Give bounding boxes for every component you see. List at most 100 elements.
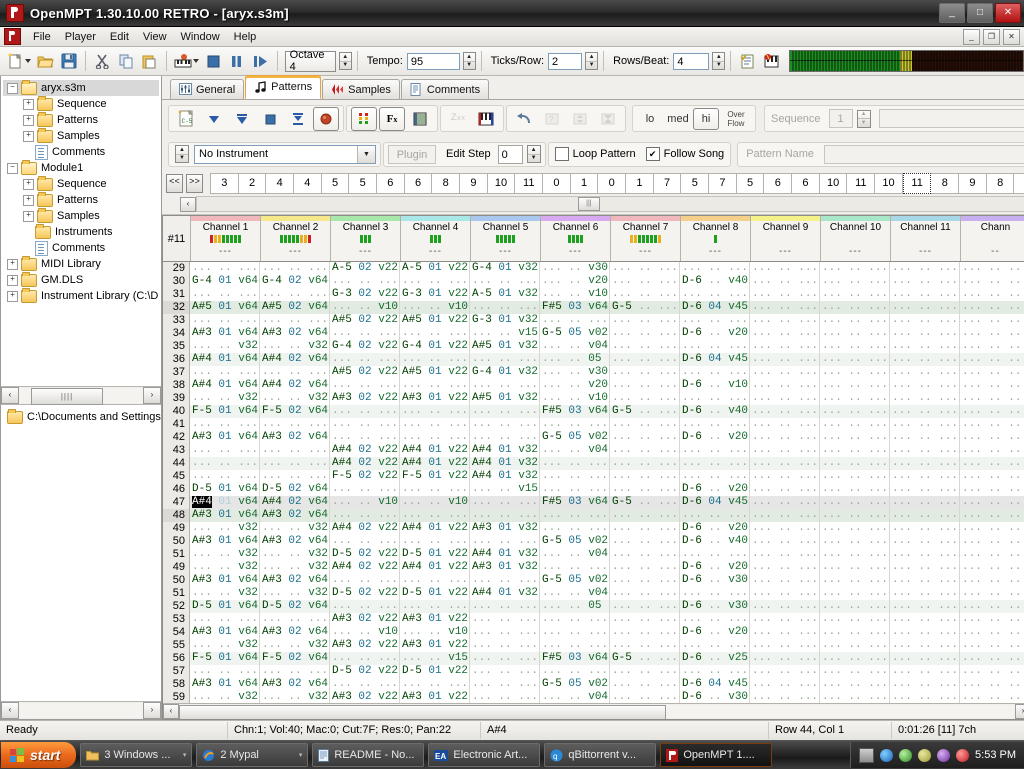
pattern-cell[interactable]: A#3 01 v64 ... [192, 535, 260, 548]
pattern-row[interactable]: 46D-5 01 v64 ...D-5 02 v64 ...... .. ...… [163, 483, 1024, 496]
pattern-cell[interactable]: A#3 02 v64 ... [262, 574, 330, 587]
pattern-row[interactable]: 59... .. v32 ...... .. v32 ...A#3 02 v22… [163, 691, 1024, 703]
pattern-cell[interactable]: ... .. ... ... [612, 444, 680, 457]
pattern-cell[interactable]: ... .. ... ... [472, 678, 540, 691]
pattern-cell[interactable]: ... .. ... ... [472, 639, 540, 652]
vu-meters-toggle-icon[interactable] [351, 106, 377, 131]
sequence-number-input[interactable]: 1 [828, 109, 853, 128]
pattern-cell[interactable]: ... .. ... ... [822, 587, 890, 600]
order-scroll-track[interactable]: ||| [196, 196, 1024, 212]
tab-comments[interactable]: Comments [400, 79, 490, 99]
pattern-cell[interactable]: ... .. ... ... [752, 652, 820, 665]
folder-tree[interactable]: C:\Documents and Settings [1, 404, 161, 701]
pattern-cell[interactable]: ... .. v32 ... [192, 639, 260, 652]
folder-tree-scrollbar[interactable]: ‹ › [1, 701, 161, 719]
pattern-hscroll-right[interactable]: › [1015, 704, 1024, 719]
pattern-grid[interactable]: #11 Channel 1 --- Channel 2 --- Channel 3 ---… [163, 216, 1024, 719]
pattern-cell[interactable]: ... .. ... ... [612, 548, 680, 561]
pattern-cell[interactable]: ... .. ... ... [960, 652, 1024, 665]
pattern-cell[interactable]: A#4 02 v22 ... [332, 457, 400, 470]
tree-item-samples[interactable]: + Samples [3, 207, 159, 224]
pattern-cell[interactable]: ... .. ... ... [752, 587, 820, 600]
pattern-cell[interactable]: D-6 .. v25 ... [682, 652, 750, 665]
channel-header[interactable]: Channel 4 --- [401, 216, 471, 261]
pattern-cell[interactable]: ... .. ... ... [472, 496, 540, 509]
pattern-cell[interactable]: ... .. ... ... [752, 392, 820, 405]
pattern-cursor-cell[interactable]: A#4 [192, 496, 212, 508]
copy-icon[interactable] [115, 49, 137, 73]
pattern-cell[interactable]: ... .. ... ... [822, 366, 890, 379]
pattern-cell[interactable]: F#5 03 v64 ... [542, 652, 610, 665]
pattern-cell[interactable]: ... .. ... ... [960, 262, 1024, 275]
chevron-down-icon[interactable]: ▼ [357, 145, 375, 163]
pattern-cell[interactable]: ... .. v32 ... [192, 691, 260, 703]
ticks-spin-down[interactable]: ▼ [588, 62, 595, 69]
pattern-cell[interactable]: A#4 01 v22 ... [402, 561, 470, 574]
octave-spin-down[interactable]: ▼ [342, 62, 349, 69]
pattern-cell[interactable]: D-6 04 v45 ... [682, 496, 750, 509]
split-rows-icon[interactable] [285, 107, 311, 131]
pattern-cell[interactable]: ... .. ... ... [892, 678, 960, 691]
pattern-cell[interactable]: ... .. ... ... [192, 665, 260, 678]
pattern-cell[interactable]: D-6 .. v30 ... [682, 691, 750, 703]
pattern-cell[interactable]: F-5 02 v64 ... [262, 405, 330, 418]
folder-scroll-left-button[interactable]: ‹ [1, 702, 19, 719]
pattern-cell[interactable]: ... .. ... ... [892, 496, 960, 509]
pattern-cell[interactable]: A#3 01 v64 ... [192, 678, 260, 691]
taskbar-item[interactable]: 3 Windows ... ▾ [80, 743, 193, 767]
pattern-cell[interactable]: ... .. v10 ... [332, 626, 400, 639]
pattern-cell[interactable]: ... .. ... ... [892, 470, 960, 483]
pattern-cell[interactable]: ... .. ... ... [822, 496, 890, 509]
pattern-cell[interactable]: ... .. v15 ... [472, 483, 540, 496]
pattern-cell[interactable]: ... .. ... ... [192, 418, 260, 431]
undo-icon[interactable] [511, 107, 537, 131]
pattern-cell[interactable]: ... .. ... ... [682, 665, 750, 678]
channel-header[interactable]: Channel 11 --- [891, 216, 961, 261]
channel-header[interactable]: Channel 1 --- [191, 216, 261, 261]
pattern-cell[interactable]: A#3 02 v22 ... [332, 392, 400, 405]
pattern-cell[interactable]: A#3 02 v64 ... [262, 678, 330, 691]
pattern-cell[interactable]: ... .. ... ... [192, 314, 260, 327]
pattern-cell[interactable]: ... .. ... ... [472, 431, 540, 444]
pattern-cell[interactable]: ... .. ... ... [542, 613, 610, 626]
folder-scroll-track[interactable] [19, 703, 143, 718]
pattern-cell[interactable]: A-5 01 v22 ... [402, 262, 470, 275]
order-cell[interactable]: 6 [792, 172, 820, 194]
pattern-cell[interactable]: A#4 01 v32 ... [472, 444, 540, 457]
window-title-bar[interactable]: OpenMPT 1.30.10.00 RETRO - [aryx.s3m] _ … [0, 0, 1024, 27]
pattern-cell[interactable]: ... .. ... ... [892, 509, 960, 522]
pattern-cell[interactable]: F-5 01 v22 ... [402, 470, 470, 483]
pattern-cell[interactable]: ... .. ... ... [892, 665, 960, 678]
pattern-cell[interactable]: A#3 01 v22 ... [402, 613, 470, 626]
pattern-cell[interactable]: ... .. ... ... [822, 626, 890, 639]
pattern-cell[interactable]: ... .. ... ... [752, 691, 820, 703]
order-cell[interactable]: 6 [377, 172, 405, 194]
pattern-cell[interactable]: G-5 05 v02 ... [542, 678, 610, 691]
pattern-cell[interactable]: F-5 02 v22 ... [332, 470, 400, 483]
pattern-cell[interactable]: ... .. ... ... [472, 574, 540, 587]
taskbar-item[interactable]: 2 Mypal ▾ [196, 743, 309, 767]
pattern-cell[interactable]: ... .. ... ... [960, 444, 1024, 457]
pattern-cell[interactable]: ... .. ... ... [752, 327, 820, 340]
pattern-cell[interactable]: A#4 02 v64 ... [262, 353, 330, 366]
follow-song-box[interactable]: ✔ [645, 147, 660, 161]
pattern-cell[interactable]: G-5 05 v02 ... [542, 574, 610, 587]
pattern-cell[interactable]: ... .. ... ... [822, 431, 890, 444]
order-cell[interactable]: 0 [543, 172, 571, 194]
pattern-cell[interactable]: ... .. 05 ... [540, 353, 610, 366]
pattern-row[interactable]: 49... .. v32 ...... .. v32 ...A#4 02 v22… [163, 522, 1024, 535]
pattern-cell[interactable]: D-5 01 v22 ... [402, 548, 470, 561]
pattern-cell[interactable]: ... .. ... ... [612, 275, 680, 288]
pattern-row[interactable]: 30G-4 01 v64 ...G-4 02 v64 ...... .. ...… [163, 275, 1024, 288]
pattern-cell[interactable]: ... .. ... ... [752, 301, 820, 314]
pattern-cell[interactable]: ... .. ... ... [892, 626, 960, 639]
order-list[interactable]: 324455668910110101757566101110118989 [210, 172, 1024, 194]
pattern-cell[interactable]: ... .. ... ... [892, 418, 960, 431]
pattern-cell[interactable]: G-4 02 v64 ... [262, 275, 330, 288]
order-cell[interactable]: 4 [266, 172, 295, 194]
record-icon[interactable] [313, 106, 339, 131]
pattern-cell[interactable]: ... .. ... ... [960, 366, 1024, 379]
pattern-cell[interactable]: ... .. ... ... [612, 561, 680, 574]
pattern-cell[interactable]: ... .. ... ... [332, 405, 400, 418]
interpolate-icon[interactable] [567, 107, 593, 131]
